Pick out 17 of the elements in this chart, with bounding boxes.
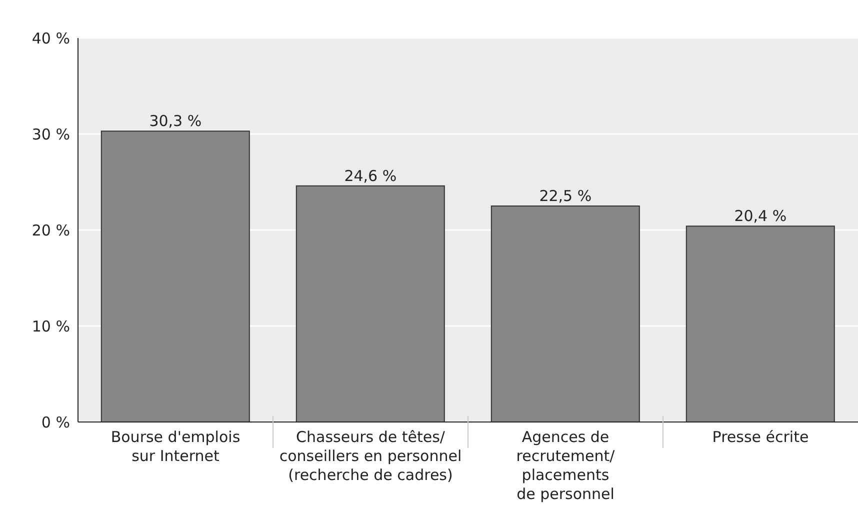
y-tick-label: 10 % [32, 317, 70, 336]
bar [100, 130, 250, 422]
x-tick-label: Agences de recrutement/ placements de personnel [516, 428, 616, 503]
data-label: 24,6 % [344, 166, 397, 185]
x-tick-label: Bourse d'emplois sur Internet [110, 428, 240, 465]
y-tick-label: 30 % [32, 125, 70, 144]
data-label: 22,5 % [539, 187, 592, 205]
y-tick-label: 40 % [32, 29, 70, 48]
bar [686, 226, 835, 422]
x-tick-label: Presse écrite [712, 428, 809, 446]
bar [296, 185, 445, 422]
y-tick-label: 20 % [32, 221, 70, 240]
data-label: 30,3 % [149, 112, 202, 130]
y-tick-label: 0 % [41, 413, 70, 432]
bar [490, 206, 640, 422]
x-tick-label: Chasseurs de têtes/ conseillers en personnel (recherche de cadres) [279, 428, 462, 484]
data-label: 20,4 % [734, 207, 787, 226]
